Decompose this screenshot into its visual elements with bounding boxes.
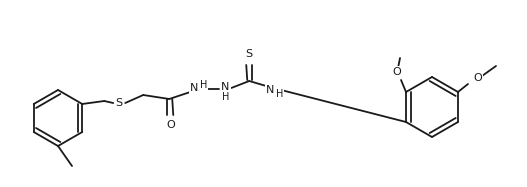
Text: O: O xyxy=(167,120,175,130)
Text: N: N xyxy=(221,82,229,92)
Text: H: H xyxy=(276,89,283,99)
Text: N: N xyxy=(190,83,199,93)
Text: O: O xyxy=(474,73,482,83)
Text: H: H xyxy=(221,92,229,102)
Text: N: N xyxy=(266,85,275,95)
Text: S: S xyxy=(246,49,253,59)
Text: O: O xyxy=(393,67,402,77)
Text: S: S xyxy=(116,98,123,108)
Text: H: H xyxy=(200,80,207,90)
